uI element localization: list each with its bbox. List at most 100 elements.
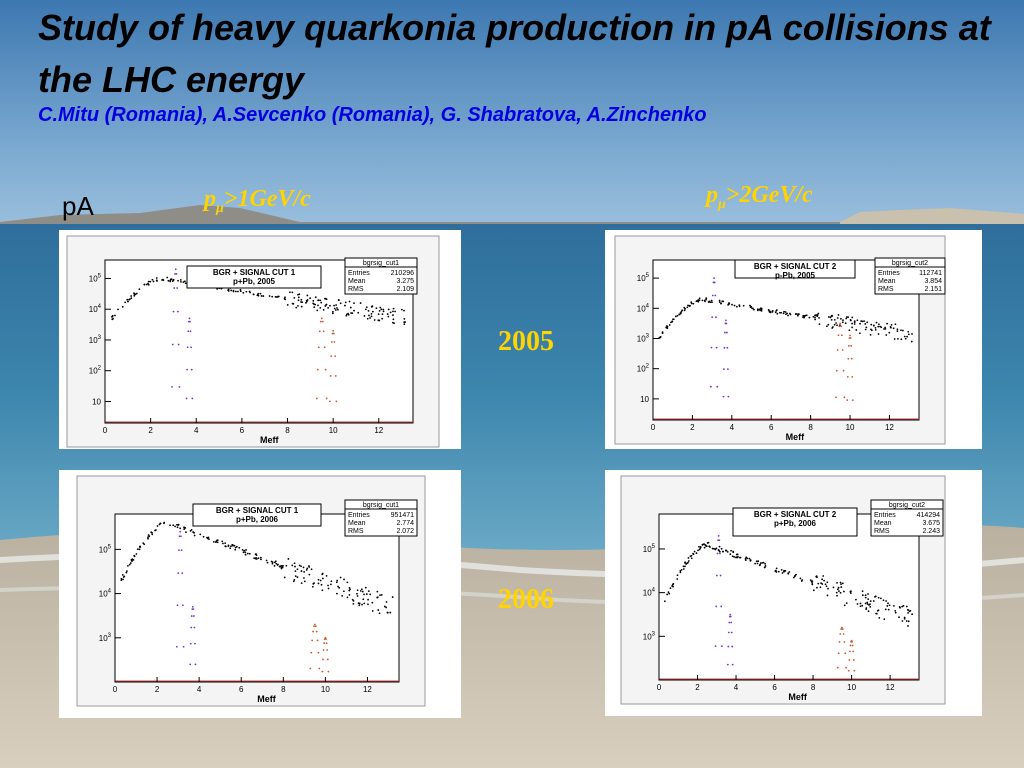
background-point <box>815 314 817 316</box>
jpsi-peak-point <box>177 310 179 313</box>
background-point <box>214 541 217 543</box>
background-point <box>911 333 913 335</box>
background-point <box>722 300 725 303</box>
jpsi-peak-point <box>173 287 176 289</box>
background-point <box>403 323 406 326</box>
stats-key: Entries <box>348 270 370 277</box>
background-point <box>861 320 864 323</box>
background-point <box>306 567 309 570</box>
background-point <box>349 306 352 309</box>
background-point <box>839 591 842 594</box>
background-point <box>816 586 818 589</box>
jpsi-peak-point <box>720 645 723 648</box>
background-point <box>864 323 867 325</box>
background-point <box>771 310 774 313</box>
psi2s-peak <box>189 605 197 666</box>
background-point <box>758 308 761 311</box>
background-point <box>346 581 349 584</box>
background-point <box>859 605 862 608</box>
background-point <box>281 566 284 569</box>
background-point <box>838 590 840 593</box>
background-point <box>814 316 816 319</box>
y-tick-label: 104 <box>99 589 112 599</box>
upsilon-peak-point <box>841 349 844 351</box>
background-point <box>754 562 756 565</box>
y-tick-exponent: 4 <box>108 589 112 595</box>
title-box-line1: BGR + SIGNAL CUT 1 <box>216 506 299 515</box>
upsilon-peak-point <box>317 346 320 349</box>
background-point <box>379 594 381 597</box>
background-point <box>300 565 302 568</box>
upsilon-peak-point <box>314 625 317 628</box>
psi2s-peak-point <box>731 663 734 666</box>
title-box <box>732 507 858 537</box>
background-point <box>367 590 370 593</box>
background-point <box>701 543 704 546</box>
title-box-line2: p+Pb, 2006 <box>774 519 817 528</box>
background-point <box>316 309 319 312</box>
jpsi-peak <box>175 530 185 648</box>
background-point <box>274 295 277 298</box>
momentum-cut-left: pμ>1GeV/c <box>204 186 311 216</box>
background-point <box>377 609 380 611</box>
background-point <box>293 578 296 581</box>
background-point <box>877 325 880 328</box>
background-point <box>386 611 389 614</box>
background-point <box>294 565 296 568</box>
psi2s-peak-point <box>188 317 191 320</box>
background-point <box>111 315 114 318</box>
background-point <box>381 317 384 320</box>
background-point <box>718 299 721 302</box>
upsilon2-peak-point <box>330 341 333 343</box>
plot-area <box>114 513 400 683</box>
background-point <box>796 314 799 317</box>
background-point <box>348 587 351 589</box>
background-point <box>683 309 686 312</box>
background-point <box>169 280 172 283</box>
upsilon2-peak-point <box>326 649 329 651</box>
background-point <box>359 589 362 592</box>
background-point <box>244 553 247 556</box>
upsilon2-peak-point <box>332 332 335 335</box>
upsilon-peak-point <box>841 628 844 631</box>
stats-value: 2.151 <box>924 286 942 293</box>
background-point <box>127 300 129 303</box>
y-tick-exponent: 5 <box>646 273 650 279</box>
background-point <box>795 573 797 576</box>
background-point <box>757 560 760 563</box>
background-point <box>671 320 674 323</box>
upsilon-peak-point <box>312 630 314 633</box>
background-point <box>870 328 872 331</box>
background-point <box>179 279 182 281</box>
upsilon2-peak-point <box>329 375 332 377</box>
psi2s-peak-point <box>722 395 725 398</box>
upsilon2-peak <box>847 639 856 672</box>
background-point <box>698 297 701 300</box>
background-point <box>335 304 338 306</box>
background-point <box>729 553 732 556</box>
upsilon2-peak-point <box>330 355 333 358</box>
upsilon2-peak-point <box>851 640 854 643</box>
stats-value: 112741 <box>919 270 942 277</box>
background-point <box>246 552 249 555</box>
background-point <box>697 300 700 303</box>
background-point <box>884 608 887 611</box>
authors-line: C.Mitu (Romania), A.Sevcenko (Romania), … <box>38 104 707 126</box>
background-point <box>229 547 232 550</box>
background-point <box>216 541 219 544</box>
jpsi-peak-point <box>713 281 716 284</box>
background-point <box>190 529 193 531</box>
background-point <box>320 583 323 586</box>
upsilon2-peak-point <box>850 344 853 347</box>
background-point <box>859 322 861 325</box>
background-point <box>668 324 671 326</box>
background-point <box>708 545 711 548</box>
background-point <box>233 544 236 547</box>
psi2s-peak <box>722 319 730 398</box>
upsilon2-peak-point <box>851 375 854 378</box>
background-point <box>676 574 679 577</box>
background-point <box>305 301 307 304</box>
psi2s-peak-point <box>723 368 725 371</box>
y-tick-label: 105 <box>643 544 656 554</box>
background-point <box>859 332 861 335</box>
